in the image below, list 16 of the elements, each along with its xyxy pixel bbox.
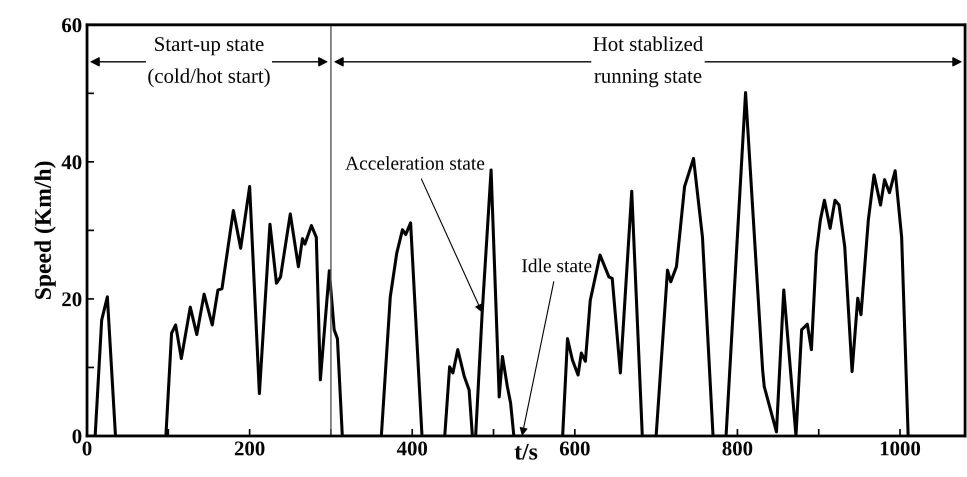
x-tick-label: 400 [396,441,428,456]
y-tick-label: 40 [62,155,82,170]
y-tick-label: 20 [62,292,82,306]
annotation: Hot stablized running state [593,36,703,88]
x-tick-label: 1000 [880,441,920,456]
x-tick-label: 200 [234,441,264,456]
x-tick-label: 600 [560,441,590,456]
annotation: Acceleration state [345,156,484,170]
x-axis-title: t/s [514,444,538,460]
x-tick-label: 800 [722,441,752,456]
annotation: Idle state [522,258,592,272]
y-tick-label: 0 [72,429,82,444]
y-axis-title: Speed (Km/h) [34,162,56,299]
annotation: Start-up state (cold/hot start) [148,37,270,88]
y-tick-label: 60 [62,18,82,32]
x-tick-label: 0 [82,441,92,456]
